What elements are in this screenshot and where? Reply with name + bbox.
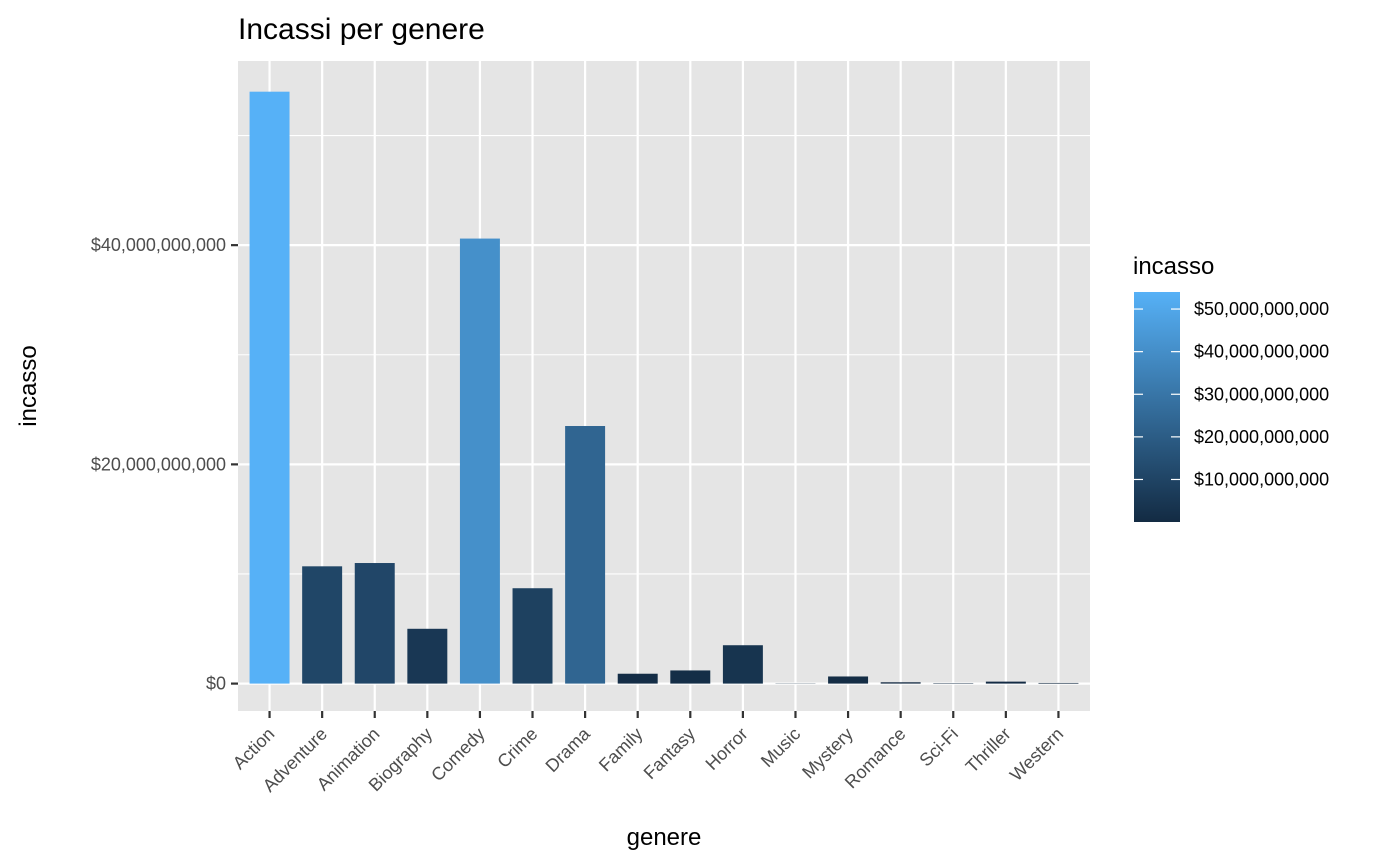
bar-romance: [880, 682, 921, 684]
bar-horror: [722, 645, 763, 684]
bar-drama: [565, 426, 606, 684]
y-axis-title: incasso: [15, 345, 42, 426]
bar-thriller: [985, 681, 1026, 684]
bar-family: [617, 673, 658, 684]
x-tick-label: Crime: [493, 724, 541, 772]
x-tick-label: Comedy: [427, 724, 489, 786]
legend-label: $40,000,000,000: [1194, 342, 1329, 362]
x-tick-label: Music: [757, 724, 804, 771]
y-tick-label: $40,000,000,000: [91, 235, 226, 255]
x-tick-label: Horror: [702, 724, 752, 774]
x-tick-label: Sci-Fi: [915, 724, 962, 771]
x-tick-label: Action: [229, 724, 279, 774]
y-tick-label: $0: [206, 674, 226, 694]
bar-crime: [512, 588, 553, 684]
bar-action: [249, 91, 290, 684]
bars: [249, 91, 1079, 684]
bar-animation: [354, 563, 395, 684]
bar-fantasy: [670, 670, 711, 684]
x-axis-title: genere: [627, 824, 702, 851]
y-axis: $0 $20,000,000,000 $40,000,000,000: [91, 235, 238, 694]
legend-label: $10,000,000,000: [1194, 469, 1329, 489]
bar-comedy: [459, 238, 500, 684]
legend-label: $20,000,000,000: [1194, 427, 1329, 447]
bar-western: [1038, 682, 1079, 684]
x-tick-label: Family: [595, 724, 647, 776]
bar-adventure: [302, 566, 343, 684]
legend: incasso $10,000,000,000 $20,000,000,000 $3…: [1133, 253, 1329, 522]
legend-label: $30,000,000,000: [1194, 384, 1329, 404]
bar-biography: [407, 628, 448, 684]
legend-label: $50,000,000,000: [1194, 299, 1329, 319]
legend-title: incasso: [1133, 253, 1214, 280]
x-tick-label: Fantasy: [640, 724, 699, 783]
x-tick-label: Western: [1006, 724, 1067, 785]
x-tick-label: Drama: [542, 723, 595, 776]
y-tick-label: $20,000,000,000: [91, 454, 226, 474]
legend-colorbar: [1134, 292, 1180, 522]
chart-title: Incassi per genere: [238, 13, 485, 46]
bar-mystery: [828, 676, 869, 684]
